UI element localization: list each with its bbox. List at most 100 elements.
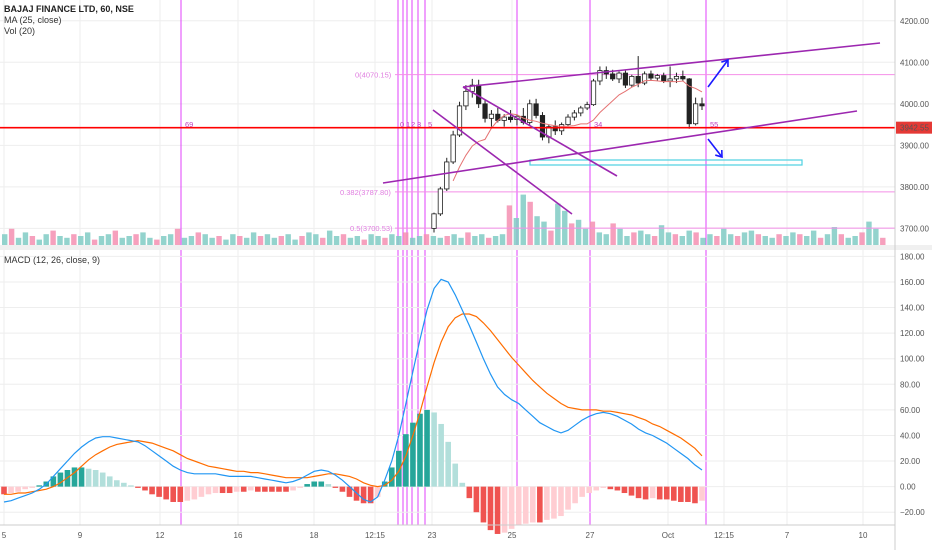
volume-bar: [161, 236, 167, 245]
candle-body: [456, 105, 463, 136]
candle-body: [641, 73, 648, 84]
histogram-bar: [586, 486, 592, 494]
histogram-bar: [212, 486, 219, 494]
time-zone-label: 55: [710, 120, 718, 129]
histogram-bar: [614, 486, 621, 491]
histogram-bar: [572, 486, 578, 504]
histogram-bar: [403, 434, 409, 487]
fib-label-low: 0.5(3700.53): [350, 224, 393, 233]
up-arrow: [707, 59, 729, 88]
volume-bar: [506, 205, 513, 245]
histogram-bar: [424, 409, 430, 487]
histogram-bar: [515, 486, 522, 525]
histogram-bar: [431, 412, 437, 487]
falling-wedge-upper-line: [462, 86, 618, 177]
volume-bar: [534, 216, 540, 245]
volume-bar: [375, 236, 381, 245]
volume-bar: [568, 223, 575, 245]
volume-bar: [71, 234, 77, 245]
histogram-bar: [558, 486, 564, 517]
time-tick-label: 27: [586, 531, 595, 540]
volume-bar: [368, 234, 374, 245]
candle-body: [693, 103, 699, 125]
volume-bar: [617, 228, 623, 245]
candle-body: [507, 116, 514, 120]
histogram-bar: [156, 486, 162, 497]
histogram-bar: [262, 486, 268, 492]
macd-line: [3, 278, 703, 503]
volume-bar: [520, 194, 526, 245]
current-price-tag: [896, 121, 932, 134]
volume-bar: [686, 230, 692, 245]
histogram-bar: [607, 486, 614, 490]
volume-bar: [361, 239, 367, 245]
time-tick-label: 9: [78, 531, 83, 540]
fib-label-mid: 0.382(3787.80): [340, 188, 391, 197]
price-legend: BAJAJ FINANCE LTD, 60, NSE MA (25, close…: [4, 4, 134, 37]
candle-body: [463, 90, 469, 107]
volume-bar: [313, 234, 319, 245]
histogram-bar: [544, 486, 550, 520]
candle-body: [469, 84, 475, 92]
volume-bar: [382, 237, 388, 245]
candle-body: [680, 76, 686, 80]
candle-body: [629, 76, 635, 86]
volume-bar: [831, 227, 838, 245]
fib-label-top: 0(4070.15): [355, 71, 392, 80]
histogram-bar: [128, 485, 134, 487]
histogram-bar: [670, 486, 677, 501]
macd-tick-label: 160.00: [900, 278, 925, 287]
volume-bar: [112, 230, 119, 245]
volume-bar: [741, 232, 748, 245]
volume-bar: [8, 228, 15, 245]
volume-bar: [748, 230, 755, 245]
histogram-bar: [466, 486, 473, 499]
histogram-bar: [233, 486, 240, 492]
histogram-bar: [685, 486, 691, 502]
macd-tick-label: 100.00: [900, 355, 925, 364]
volume-bar: [140, 232, 146, 245]
histogram-bar: [29, 486, 36, 488]
histogram-bar: [621, 486, 628, 494]
candle-body: [533, 103, 539, 116]
candle-body: [648, 73, 654, 79]
candle-body: [686, 78, 692, 125]
histogram-bar: [663, 486, 670, 500]
histogram-bar: [290, 486, 296, 491]
volume-bar: [98, 236, 105, 245]
volume-bar: [354, 236, 361, 245]
histogram-bar: [255, 486, 261, 492]
histogram-bar: [410, 422, 416, 487]
histogram-bar: [438, 423, 444, 487]
price-tick-label: 3700.00: [900, 224, 929, 233]
time-tick-label: Oct: [662, 531, 675, 540]
volume-bar: [57, 236, 63, 245]
histogram-bar: [205, 486, 212, 495]
volume-bar: [22, 232, 29, 245]
volume-bar: [347, 237, 354, 245]
histogram-bar: [473, 486, 480, 513]
histogram-bar: [50, 476, 57, 487]
histogram-bar: [346, 486, 353, 497]
volume-bar: [714, 236, 720, 245]
volume-bar: [797, 234, 803, 245]
volume-bar: [582, 228, 589, 245]
symbol-title: BAJAJ FINANCE LTD, 60, NSE: [4, 4, 134, 14]
demand-zone: [529, 159, 803, 166]
volume-bar: [596, 232, 603, 245]
time-tick-label: 23: [428, 531, 437, 540]
volume-bar: [36, 239, 42, 245]
candle-body: [552, 126, 558, 132]
volume-bar: [472, 236, 478, 245]
histogram-bar: [699, 486, 705, 501]
volume-bar: [285, 234, 291, 245]
current-price-label: 3942.55: [900, 124, 929, 133]
histogram-bar: [318, 481, 325, 487]
volume-bar: [589, 221, 596, 245]
volume-bar: [610, 223, 616, 245]
time-tick-label: 18: [310, 531, 319, 540]
time-zone-label: 1: [406, 120, 410, 129]
volume-bar: [216, 236, 222, 245]
volume-bar: [852, 236, 858, 245]
